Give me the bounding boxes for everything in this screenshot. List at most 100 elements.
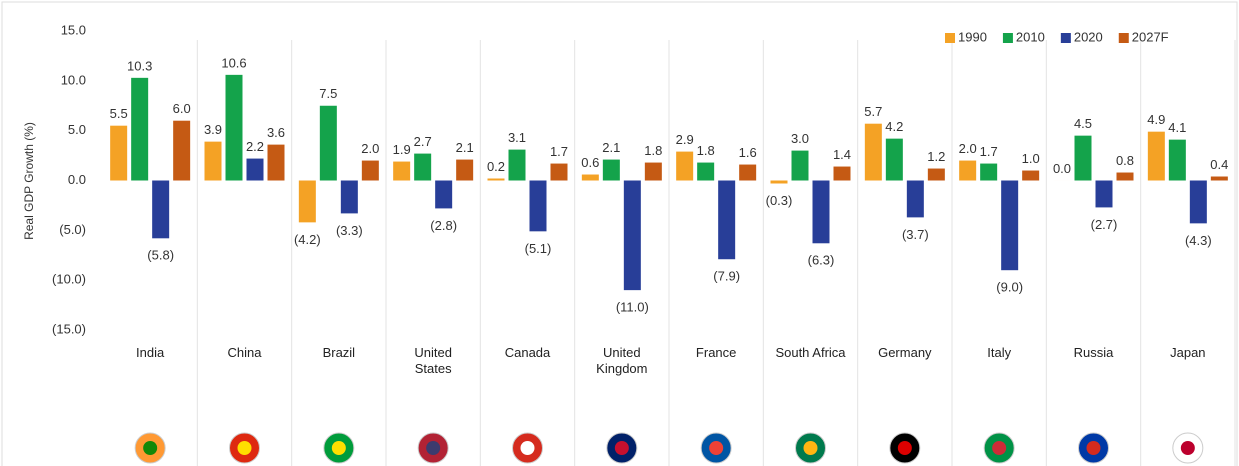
x-tick-label: France [695, 345, 737, 360]
bar [623, 180, 641, 291]
bar [508, 149, 526, 181]
bar [529, 180, 547, 232]
y-tick-label: 0.0 [68, 172, 86, 187]
x-tick-label: China [227, 345, 262, 360]
value-label: (5.1) [525, 241, 552, 256]
y-axis-title: Real GDP Growth (%) [22, 122, 36, 240]
value-label: (0.3) [766, 193, 793, 208]
legend-label: 2010 [1016, 29, 1045, 44]
bar [152, 180, 170, 239]
value-label: 10.3 [127, 58, 152, 73]
value-label: 4.2 [885, 119, 903, 134]
value-label: 4.1 [1168, 120, 1186, 135]
value-label: 1.9 [393, 142, 411, 157]
bar [739, 164, 757, 181]
bar [718, 180, 736, 260]
y-tick-label: 10.0 [61, 72, 86, 87]
value-label: 1.2 [927, 149, 945, 164]
bar [980, 163, 998, 181]
bar [1116, 172, 1134, 181]
bar [833, 166, 851, 181]
value-label: 2.1 [456, 140, 474, 155]
bar [456, 159, 474, 181]
x-tick-label: Brazil [322, 345, 356, 360]
value-label: 1.6 [739, 145, 757, 160]
value-label: 2.7 [414, 134, 432, 149]
bar [1147, 131, 1165, 181]
value-label: 4.9 [1147, 112, 1165, 127]
bar [225, 74, 243, 181]
bar [1095, 180, 1113, 208]
value-label: (7.9) [713, 269, 740, 284]
y-tick-label: (10.0) [52, 272, 86, 287]
x-tick-label: Japan [1170, 345, 1206, 360]
bar [131, 77, 149, 181]
bar [414, 153, 432, 181]
bar [319, 105, 337, 181]
value-label: 3.1 [508, 130, 526, 145]
bar [864, 123, 882, 181]
value-label: (4.2) [294, 232, 321, 247]
bar [1168, 139, 1186, 181]
bar [697, 162, 715, 181]
bar [298, 180, 316, 223]
value-label: (6.3) [808, 253, 835, 268]
x-tick-label: Russia [1073, 345, 1114, 360]
bar [110, 125, 128, 181]
value-label: 1.4 [833, 147, 851, 162]
value-label: 1.8 [644, 143, 662, 158]
value-label: 3.6 [267, 125, 285, 140]
value-label: 5.5 [110, 106, 128, 121]
flag-icon-center [426, 441, 441, 455]
bar [927, 168, 945, 181]
value-label: 2.2 [246, 139, 264, 154]
bar [1001, 180, 1019, 271]
value-label: 3.9 [204, 122, 222, 137]
bar [770, 180, 788, 184]
bar [676, 151, 694, 181]
bar [1074, 135, 1092, 181]
bar [1210, 176, 1228, 181]
x-tick-label: Italy [987, 345, 1012, 360]
value-label: 0.8 [1116, 153, 1134, 168]
legend-swatch [945, 33, 955, 43]
value-label: 0.2 [487, 159, 505, 174]
bar [435, 180, 453, 209]
value-label: (5.8) [147, 248, 174, 263]
bar [361, 160, 379, 181]
bar [644, 162, 662, 181]
bar [812, 180, 830, 244]
value-label: 1.7 [550, 144, 568, 159]
flag-icon-center [992, 441, 1007, 455]
flag-icon-center [520, 441, 535, 455]
flag-icon-center [1180, 441, 1195, 455]
value-label: 7.5 [319, 86, 337, 101]
value-label: (4.3) [1185, 233, 1212, 248]
value-label: 0.6 [581, 155, 599, 170]
flag-icon-center [143, 441, 158, 455]
bar [393, 161, 411, 181]
bar [906, 180, 924, 218]
bar [487, 178, 505, 181]
flag-icon-center [237, 441, 252, 455]
bar [246, 158, 264, 181]
bar [173, 120, 191, 181]
bar [959, 160, 977, 181]
y-tick-label: 5.0 [68, 122, 86, 137]
bar [885, 138, 903, 181]
value-label: 4.5 [1074, 116, 1092, 131]
bar [791, 150, 809, 181]
legend-swatch [1002, 33, 1013, 43]
bar [204, 141, 222, 181]
value-label: 1.7 [980, 144, 998, 159]
flag-icon-center [709, 441, 724, 455]
value-label: 0.0 [1053, 161, 1071, 176]
value-label: (3.3) [336, 223, 363, 238]
value-label: 2.0 [959, 141, 977, 156]
value-label: (3.7) [902, 227, 929, 242]
y-tick-label: (15.0) [52, 321, 86, 336]
value-label: 2.1 [602, 140, 620, 155]
value-label: 5.7 [864, 104, 882, 119]
